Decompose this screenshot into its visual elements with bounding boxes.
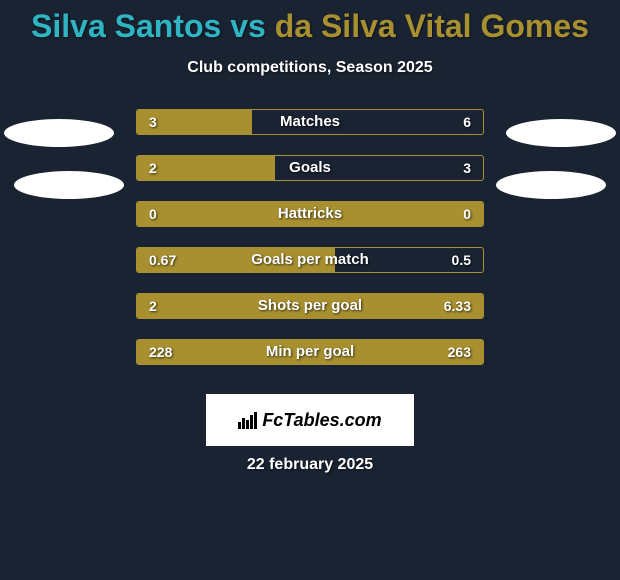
comparison-title: Silva Santos vs da Silva Vital Gomes xyxy=(0,0,620,45)
player2-avatar-placeholder xyxy=(506,119,616,147)
fctables-logo: FcTables.com xyxy=(206,394,414,446)
bar-value-right: 0.5 xyxy=(452,248,471,272)
player2-avatar-placeholder-2 xyxy=(496,171,606,199)
bar-label: Hattricks xyxy=(137,202,483,226)
bar-value-right: 0 xyxy=(463,202,471,226)
bar-row: 2Goals3 xyxy=(136,155,484,181)
vs-text: vs xyxy=(221,8,274,44)
player2-name: da Silva Vital Gomes xyxy=(275,8,589,44)
bar-label: Min per goal xyxy=(137,340,483,364)
bar-row: 228Min per goal263 xyxy=(136,339,484,365)
bar-value-right: 263 xyxy=(448,340,471,364)
subtitle: Club competitions, Season 2025 xyxy=(0,59,620,77)
bar-label: Goals xyxy=(137,156,483,180)
bar-row: 2Shots per goal6.33 xyxy=(136,293,484,319)
player1-avatar-placeholder xyxy=(4,119,114,147)
bar-label: Matches xyxy=(137,110,483,134)
bar-label: Shots per goal xyxy=(137,294,483,318)
bars-container: 3Matches62Goals30Hattricks00.67Goals per… xyxy=(136,109,484,385)
logo-text: FcTables.com xyxy=(262,410,381,431)
bar-value-right: 3 xyxy=(463,156,471,180)
bar-row: 0.67Goals per match0.5 xyxy=(136,247,484,273)
bar-label: Goals per match xyxy=(137,248,483,272)
bar-row: 3Matches6 xyxy=(136,109,484,135)
bar-row: 0Hattricks0 xyxy=(136,201,484,227)
logo-bars-icon xyxy=(238,411,258,429)
date-text: 22 february 2025 xyxy=(0,456,620,474)
player1-name: Silva Santos xyxy=(31,8,221,44)
player1-avatar-placeholder-2 xyxy=(14,171,124,199)
bar-value-right: 6.33 xyxy=(444,294,471,318)
bar-value-right: 6 xyxy=(463,110,471,134)
